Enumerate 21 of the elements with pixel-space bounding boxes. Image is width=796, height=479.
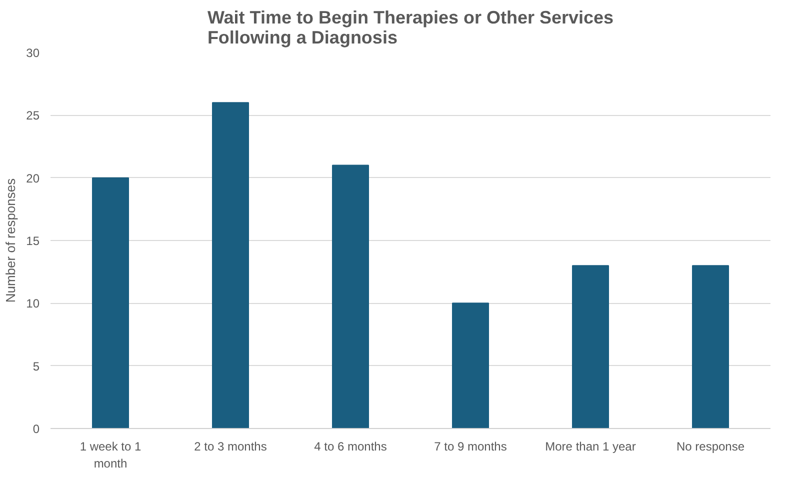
x-tick-label: 4 to 6 months <box>314 440 387 454</box>
x-tick-label: 1 week to 1 month <box>80 440 142 470</box>
y-axis-title: Number of responses <box>3 178 18 303</box>
y-tick-label: 25 <box>26 108 40 123</box>
y-tick-label: 0 <box>32 422 40 436</box>
y-tick-label: 5 <box>32 359 40 374</box>
bar <box>212 102 249 428</box>
x-tick-label: More than 1 year <box>545 440 636 454</box>
bar <box>572 265 609 428</box>
bar <box>452 302 489 428</box>
bar <box>692 265 729 428</box>
x-tick-label: 7 to 9 months <box>434 440 507 454</box>
bar <box>332 164 369 428</box>
x-tick-label: 2 to 3 months <box>194 440 267 454</box>
y-tick-label: 30 <box>26 46 40 60</box>
y-tick-label: 10 <box>26 296 40 311</box>
y-tick-label: 15 <box>26 234 40 248</box>
x-tick-label: No response <box>676 440 745 454</box>
chart-title: Wait Time to Begin Therapies or Other Services Following a Diagnosis <box>207 8 614 48</box>
bar <box>92 177 129 428</box>
y-tick-label: 20 <box>26 171 40 186</box>
